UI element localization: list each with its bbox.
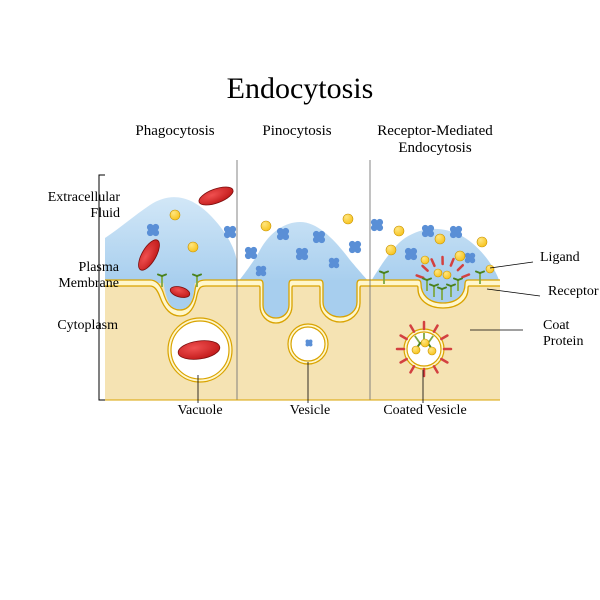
- right-label-1: Receptor: [548, 284, 599, 300]
- right-label-0: Ligand: [540, 250, 580, 266]
- endocytosis-diagram: [0, 0, 600, 600]
- column-header-1: Pinocytosis: [217, 123, 377, 140]
- left-label-1: Plasma Membrane: [29, 260, 119, 292]
- column-header-2: Receptor-Mediated Endocytosis: [355, 123, 515, 158]
- left-label-0: Extracellular Fluid: [30, 190, 120, 222]
- right-label-2: Coat Protein: [543, 318, 583, 350]
- left-label-2: Cytoplasm: [28, 318, 118, 334]
- bottom-label-2: Coated Vesicle: [345, 403, 505, 419]
